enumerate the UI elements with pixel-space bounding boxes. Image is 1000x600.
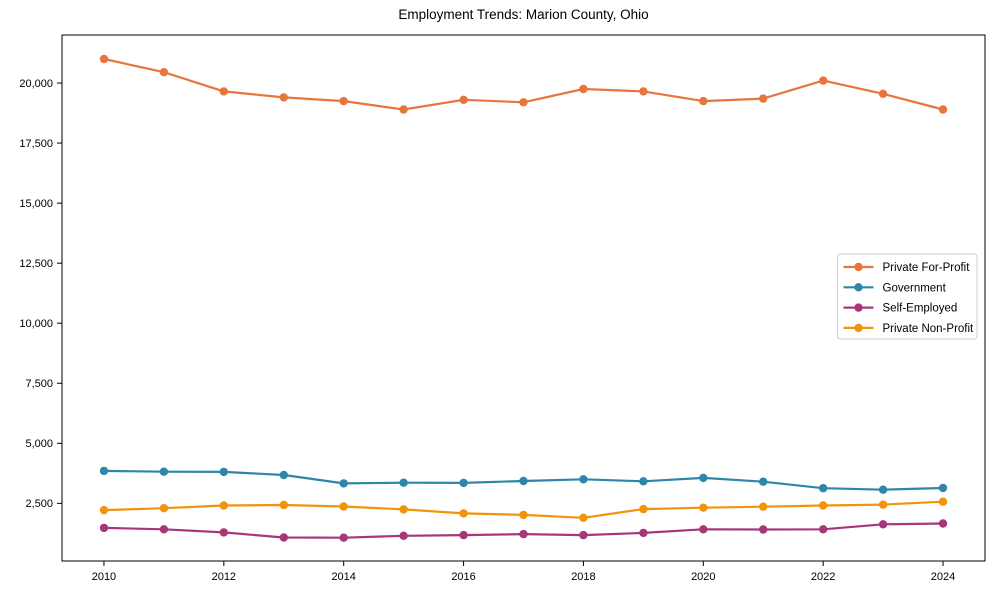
data-point <box>699 503 708 512</box>
data-point <box>759 502 768 511</box>
legend-swatch-marker <box>854 303 863 312</box>
data-point <box>339 502 348 511</box>
data-point <box>639 528 648 538</box>
data-point <box>219 87 228 96</box>
data-point <box>639 87 648 96</box>
x-tick-label: 2010 <box>92 571 116 583</box>
x-tick-label: 2022 <box>811 571 835 583</box>
data-point <box>579 530 588 540</box>
plot-border <box>61 34 986 562</box>
data-point <box>699 473 708 483</box>
data-point <box>878 89 888 99</box>
data-point <box>279 470 288 480</box>
x-tick-label: 2024 <box>931 571 955 583</box>
data-point <box>938 497 948 506</box>
data-point <box>399 505 408 514</box>
data-point <box>519 510 528 520</box>
legend-box <box>837 253 978 340</box>
legend-swatch-marker <box>854 323 863 333</box>
data-point <box>699 525 708 534</box>
data-point <box>938 483 948 493</box>
data-point <box>819 76 828 85</box>
x-tick-label: 2012 <box>212 571 236 583</box>
y-tick-label: 20,000 <box>19 78 53 90</box>
data-point <box>878 485 888 494</box>
x-tick-label: 2016 <box>451 571 475 583</box>
data-point <box>579 84 588 94</box>
data-point <box>699 96 708 106</box>
legend-label: Private For-Profit <box>883 262 971 274</box>
data-point <box>878 500 888 509</box>
y-tick-label: 5,000 <box>25 438 53 450</box>
y-tick-label: 10,000 <box>19 318 53 330</box>
data-point <box>279 93 288 102</box>
legend-label: Self-Employed <box>883 303 958 315</box>
data-point <box>279 533 288 542</box>
y-tick-label: 17,500 <box>19 138 53 150</box>
data-point <box>99 54 109 64</box>
data-point <box>519 98 528 107</box>
data-point <box>99 523 109 533</box>
data-point <box>639 477 648 486</box>
data-point <box>819 484 828 493</box>
data-point <box>639 504 648 514</box>
x-tick-label: 2018 <box>571 571 595 583</box>
data-point <box>219 501 228 510</box>
data-point <box>279 500 288 510</box>
data-point <box>519 529 528 539</box>
data-point <box>819 525 828 534</box>
y-tick-label: 15,000 <box>19 198 53 210</box>
data-point <box>159 525 169 534</box>
data-point <box>399 105 408 114</box>
data-point <box>519 476 528 486</box>
data-point <box>339 96 348 106</box>
data-point <box>819 501 828 510</box>
data-point <box>459 95 468 105</box>
data-point <box>459 509 468 518</box>
data-point <box>99 466 109 476</box>
legend-swatch-marker <box>854 283 863 292</box>
legend-label: Private Non-Profit <box>883 323 975 335</box>
y-tick-label: 2,500 <box>25 498 53 510</box>
data-point <box>579 513 588 522</box>
data-point <box>459 478 468 488</box>
x-tick-label: 2014 <box>331 571 355 583</box>
data-point <box>159 68 169 77</box>
data-point <box>459 530 468 540</box>
data-point <box>399 531 408 540</box>
legend-swatch-marker <box>854 262 863 272</box>
data-point <box>399 478 408 487</box>
data-point <box>339 533 348 542</box>
data-point <box>219 528 228 537</box>
y-tick-label: 12,500 <box>19 258 53 270</box>
data-point <box>938 105 948 114</box>
data-point <box>878 520 888 529</box>
data-point <box>759 477 768 486</box>
x-tick-label: 2020 <box>691 571 715 583</box>
data-point <box>99 505 109 515</box>
data-point <box>938 519 948 528</box>
data-point <box>759 94 768 103</box>
chart-title: Employment Trends: Marion County, Ohio <box>398 7 649 22</box>
data-point <box>159 467 169 476</box>
data-point <box>579 475 588 484</box>
legend-label: Government <box>883 282 947 294</box>
data-point <box>219 467 228 477</box>
data-point <box>339 479 348 488</box>
y-tick-label: 7,500 <box>25 378 53 390</box>
data-point <box>759 525 768 534</box>
data-point <box>159 504 169 513</box>
